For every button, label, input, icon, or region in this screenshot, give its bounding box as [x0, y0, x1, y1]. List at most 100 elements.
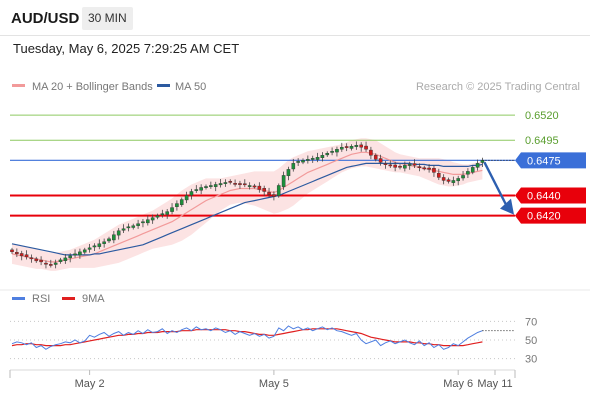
support-line-label-box: [515, 187, 586, 204]
candle-body: [204, 186, 208, 188]
candle-body: [82, 249, 87, 253]
candle-body: [252, 185, 257, 188]
candle-body: [466, 171, 470, 175]
candle-body: [238, 183, 242, 185]
candle-body: [136, 223, 140, 226]
candle-body: [262, 188, 267, 192]
candle-body: [233, 183, 237, 185]
candle-body: [102, 241, 106, 244]
candle-body: [306, 159, 310, 161]
rsi-legend-label: RSI: [32, 293, 50, 305]
time-axis-label: May 11: [477, 378, 512, 390]
candle-body: [364, 145, 368, 150]
ma50-legend-swatch: [157, 84, 170, 87]
moving-averages: [11, 151, 483, 263]
candle-body: [58, 259, 63, 262]
ma20-legend-swatch: [12, 84, 25, 87]
candle-body: [422, 167, 427, 170]
chart-header: AUD/USD 30 MIN: [0, 0, 590, 36]
candle-body: [301, 160, 305, 163]
candle-body: [286, 169, 291, 177]
candle-body: [112, 234, 116, 241]
candle-body: [78, 251, 82, 256]
bollinger-bands: [12, 138, 483, 271]
ma50-legend-label: MA 50: [175, 81, 206, 93]
candle-body: [335, 149, 339, 153]
candle-body: [369, 149, 373, 156]
candle-body: [10, 249, 14, 253]
candle-body: [257, 185, 262, 190]
time-axis-label: May 6: [443, 378, 473, 390]
candle-body: [228, 181, 233, 183]
candle-body: [359, 144, 364, 148]
support-line-label-box: [515, 207, 586, 224]
candle-body: [451, 180, 456, 183]
chart-datetime: Tuesday, May 6, 2025 7:29:25 AM CET: [13, 41, 240, 56]
candle-body: [412, 163, 417, 166]
ma9-legend-label: 9MA: [82, 293, 105, 305]
candle-body: [315, 157, 320, 160]
ma50-line: [11, 162, 483, 256]
candle-body: [247, 185, 252, 187]
symbol-title: AUD/USD: [11, 10, 80, 27]
candle-body: [19, 253, 24, 257]
candle-body: [296, 161, 300, 163]
candle-body: [145, 219, 150, 224]
candle-body: [393, 164, 397, 168]
resistance-label: 0.6495: [525, 135, 559, 147]
candle-body: [437, 173, 441, 178]
support-line-label: 0.6440: [527, 191, 561, 203]
candle-body: [131, 225, 136, 228]
candle-body: [121, 228, 126, 231]
support-line-label: 0.6420: [527, 211, 561, 223]
rsi-tick-label: 30: [525, 354, 537, 366]
timeframe-button[interactable]: 30 MIN: [82, 7, 133, 30]
candle-body: [209, 185, 213, 187]
candle-body: [179, 199, 184, 205]
rsi-tick-label: 50: [525, 335, 537, 347]
forecast: [483, 161, 514, 215]
candle-body: [461, 175, 465, 179]
forecast-arrow-shaft: [483, 161, 508, 206]
candle-body: [53, 262, 58, 265]
candle-body: [63, 257, 68, 261]
rsi-tick-label: 70: [525, 316, 537, 328]
candle-body: [378, 158, 383, 163]
candle-body: [68, 255, 72, 259]
candle-body: [417, 166, 422, 168]
candle-body: [407, 164, 412, 166]
candle-body: [87, 247, 92, 250]
candle-body: [349, 146, 354, 149]
candle-body: [29, 257, 34, 260]
candle-body: [15, 252, 19, 255]
time-axis: May 2 May 5 May 6 May 11: [75, 370, 513, 390]
candle-body: [340, 147, 344, 150]
ma9-legend-swatch: [62, 297, 75, 300]
time-axis-label: May 5: [259, 378, 289, 390]
candle-body: [73, 253, 77, 256]
candle-body: [330, 151, 334, 153]
candle-body: [427, 167, 431, 170]
ma20-legend-label: MA 20 + Bollinger Bands: [32, 81, 153, 93]
resistance-label: 0.6520: [525, 110, 559, 122]
candle-body: [49, 264, 53, 266]
level-labels: 0.6520 0.6495 0.6475 0.6440 0.6420: [515, 110, 586, 224]
rsi-legend-swatch: [12, 297, 25, 300]
candle-body: [344, 146, 349, 148]
candle-body: [470, 167, 475, 173]
candle-body: [398, 165, 402, 168]
candle-body: [320, 155, 325, 158]
candle-body: [276, 185, 281, 196]
candle-body: [165, 211, 170, 215]
candle-body: [175, 203, 179, 207]
bollinger-band-fill: [12, 138, 483, 271]
current-price-line-label-box: [515, 152, 586, 169]
candle-body: [432, 167, 436, 173]
research-credit: Research © 2025 Trading Central: [416, 81, 580, 93]
candle-body: [92, 245, 97, 248]
price-levels: [10, 114, 515, 217]
candle-body: [291, 163, 296, 170]
candle-body: [24, 254, 29, 258]
candle-body: [223, 182, 228, 184]
